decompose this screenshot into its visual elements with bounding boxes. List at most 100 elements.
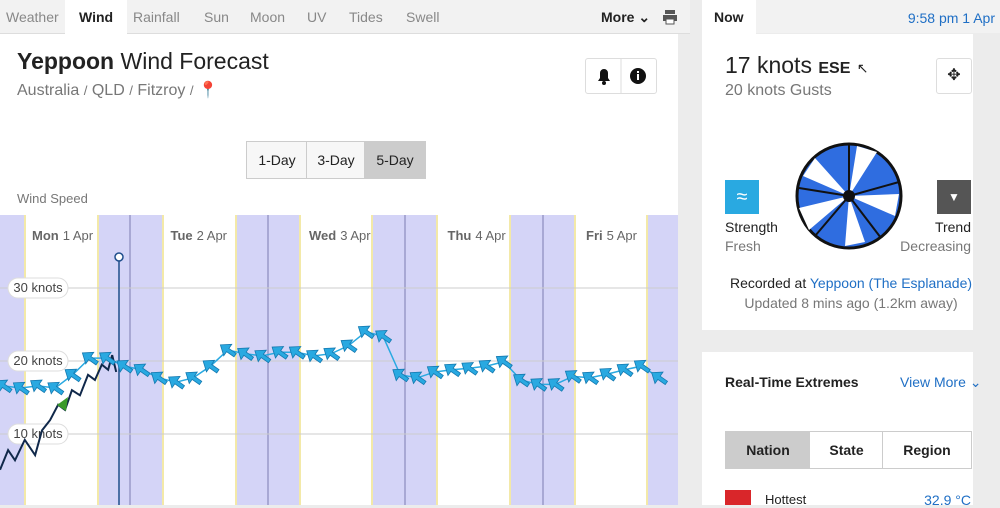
tab[interactable]: Sun <box>204 9 229 25</box>
wind-arrow <box>219 343 237 358</box>
tab[interactable]: Weather <box>6 9 59 25</box>
wind-arrow <box>426 365 444 380</box>
wind-arrow <box>185 371 203 386</box>
strength-label: Strength <box>725 219 778 235</box>
recorded: Recorded at Yeppoon (The Esplanade) <box>702 275 1000 291</box>
y-tick-label: 20 knots <box>13 353 63 368</box>
wind-arrow <box>271 346 289 360</box>
wind-arrow <box>444 363 462 378</box>
current-marker <box>57 397 68 411</box>
more-label: More <box>601 9 635 25</box>
more-tab[interactable]: More ⌄ <box>601 9 651 25</box>
hottest-value: 32.9 °C <box>924 492 971 508</box>
wind-arrow <box>64 368 82 383</box>
tick-box <box>7 350 69 372</box>
recorded-label: Recorded at <box>729 275 807 291</box>
tab[interactable]: Tides <box>349 9 383 25</box>
now-time: 9:58 pm 1 Apr <box>907 10 995 26</box>
strength-icon: ≈ <box>725 180 759 214</box>
wind-arrow <box>616 363 634 378</box>
seg[interactable]: State <box>809 431 884 469</box>
day-name: Tue <box>171 228 193 243</box>
crumb[interactable]: QLD <box>91 82 125 99</box>
wind-arrow <box>478 359 496 374</box>
wind-arrow <box>254 349 272 364</box>
print-icon[interactable] <box>662 9 678 25</box>
wind-arrow <box>288 346 306 360</box>
wind-arrow <box>599 367 617 382</box>
wind-arrow <box>564 370 582 384</box>
wind-arrow <box>633 359 651 374</box>
tab[interactable]: Moon <box>250 9 286 25</box>
extremes-card <box>702 352 973 505</box>
day-date: 1 Apr <box>63 228 94 243</box>
title: Wind Forecast <box>120 48 269 74</box>
day-label: Tue 2 Apr <box>171 228 228 243</box>
tab-active[interactable]: Wind <box>65 0 128 34</box>
extremes-title: Real-Time Extremes <box>725 374 859 390</box>
wind-arrow <box>168 375 186 390</box>
now-speed: 17 knots ESE ↖ <box>725 52 869 78</box>
day-name: Thu <box>448 228 472 243</box>
range-button[interactable]: 1-Day <box>246 141 308 179</box>
station-link[interactable]: Yeppoon (The Esplanade) <box>809 275 973 291</box>
seg[interactable]: Region <box>882 431 972 469</box>
hottest-label: Hottest <box>765 492 807 507</box>
wind-arrow <box>495 355 513 370</box>
day-label: Thu 4 Apr <box>448 228 507 243</box>
updated: Updated 8 mins ago (1.2km away) <box>744 295 958 311</box>
trend-icon: ▼ <box>937 180 971 214</box>
wind-arrow <box>530 378 548 392</box>
tab[interactable]: Swell <box>406 9 440 25</box>
wind-arrow <box>150 371 168 386</box>
tab-bar: Weather Wind Rainfall Sun Moon UV Tides … <box>0 0 690 34</box>
wind-arrow <box>409 371 427 386</box>
wind-arrow <box>99 351 117 366</box>
day-date: 4 Apr <box>475 228 506 243</box>
place: Yeppoon <box>17 48 115 74</box>
hot-icon <box>725 490 751 505</box>
chart: 10 knots 20 knots 30 knots Mon 1 Apr Tue 2 Apr… <box>0 215 678 505</box>
tick-box <box>7 277 69 299</box>
view-more-label: View More <box>900 374 966 390</box>
wind-arrow <box>116 359 134 374</box>
wind-arrow <box>12 381 30 396</box>
icons[interactable] <box>586 59 656 93</box>
range-button[interactable]: 3-Day <box>306 141 366 179</box>
tab[interactable]: Rainfall <box>133 9 180 25</box>
view-more[interactable]: View More ⌄ <box>900 374 982 390</box>
day-label: Wed 3 Apr <box>309 228 371 243</box>
now-tab[interactable]: Now <box>702 0 756 34</box>
day-date: 2 Apr <box>197 228 228 243</box>
now-marker <box>114 252 124 262</box>
day-name: Fri <box>586 228 603 243</box>
action-buttons <box>585 58 657 94</box>
wind-arrow <box>513 373 531 388</box>
tab[interactable]: UV <box>307 9 327 25</box>
page-title: Yeppoon Wind Forecast <box>17 48 269 75</box>
day-name: Wed <box>309 228 336 243</box>
y-tick-label: 10 knots <box>13 426 63 441</box>
wind-arrow <box>582 371 600 386</box>
trend-label: Trend <box>934 219 971 235</box>
compass <box>795 142 903 250</box>
strength-value: Fresh <box>725 238 761 254</box>
wind-arrow <box>340 339 358 354</box>
wind-arrow <box>651 371 669 386</box>
trend-value: Decreasing <box>900 238 971 254</box>
wind-arrow <box>237 347 255 362</box>
speed: 17 knots <box>725 52 812 78</box>
map-button[interactable]: ✥ <box>936 58 972 94</box>
wind-arrow <box>461 362 479 376</box>
crumb[interactable]: Fitzroy <box>137 82 186 99</box>
seg-active[interactable]: Nation <box>725 431 811 469</box>
day-label: Fri 5 Apr <box>586 228 638 243</box>
wind-arrow <box>202 359 220 374</box>
range-button-active[interactable]: 5-Day <box>364 141 426 179</box>
crumb[interactable]: Australia <box>17 82 80 99</box>
wind-arrow <box>47 381 65 396</box>
wind-arrow <box>30 379 48 394</box>
day-name: Mon <box>32 228 59 243</box>
wind-arrow <box>133 363 151 378</box>
